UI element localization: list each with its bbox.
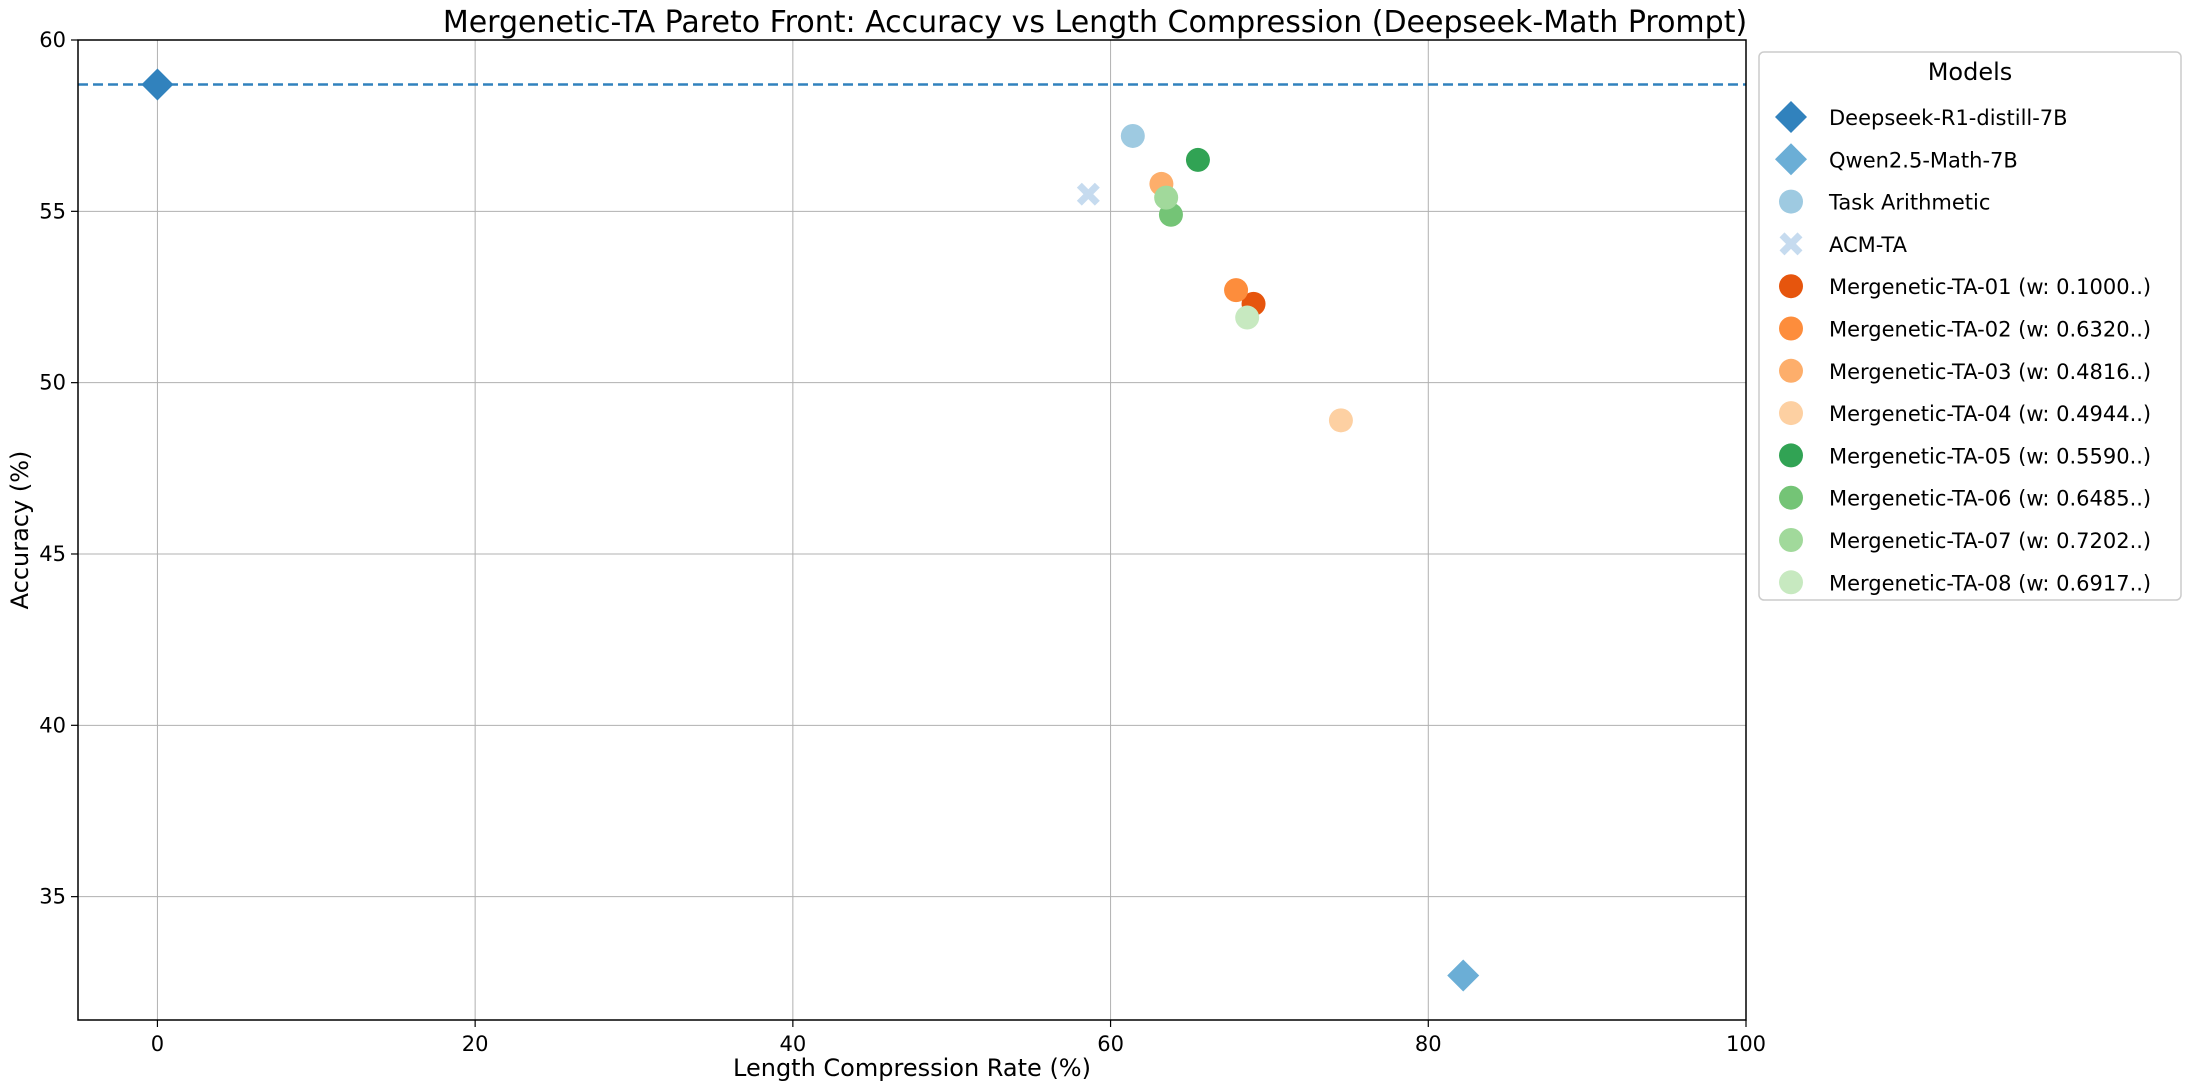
legend-marker	[1779, 358, 1803, 383]
legend-label: Mergenetic-TA-03 (w: 0.4816..)	[1829, 360, 2151, 384]
legend-label: Qwen2.5-Math-7B	[1829, 148, 2018, 172]
data-point	[1076, 182, 1100, 206]
legend-label: Mergenetic-TA-07 (w: 0.7202..)	[1829, 529, 2151, 553]
legend-label: Task Arithmetic	[1828, 191, 1990, 215]
legend-title: Models	[1928, 58, 2013, 86]
legend-marker	[1779, 232, 1803, 256]
legend-marker	[1775, 143, 1807, 176]
data-point	[1447, 959, 1480, 992]
legend-marker	[1779, 316, 1803, 341]
y-axis-ticks: 35 40 45 50 55 60	[39, 28, 78, 909]
legend-entries: Deepseek-R1-distill-7B Qwen2.5-Math-7B Tas…	[1775, 101, 2151, 595]
data-point	[1224, 278, 1249, 303]
y-axis-label: Accuracy (%)	[6, 451, 34, 610]
x-tick-label: 0	[151, 1032, 164, 1056]
y-tick-label: 50	[39, 371, 66, 395]
data-point	[141, 68, 174, 101]
grid-lines	[78, 39, 1747, 1020]
legend: Models Deepseek-R1-distill-7B Qwen2.5-Mat…	[1758, 51, 2182, 601]
plot-area-frame	[77, 39, 1747, 1021]
x-tick-label: 60	[1097, 1032, 1124, 1056]
legend-label: Mergenetic-TA-08 (w: 0.6917..)	[1829, 571, 2151, 595]
legend-label: Mergenetic-TA-05 (w: 0.5590..)	[1829, 444, 2151, 468]
legend-marker	[1779, 401, 1803, 426]
data-points	[141, 68, 1480, 992]
data-point	[1185, 147, 1210, 172]
x-axis-label: Length Compression Rate (%)	[733, 1054, 1091, 1082]
x-axis-ticks: 0 20 40 60 80 100	[151, 1020, 1766, 1056]
x-tick-label: 100	[1726, 1032, 1766, 1056]
data-point	[1328, 408, 1353, 433]
y-tick-label: 40	[39, 713, 66, 737]
data-point	[1120, 123, 1145, 148]
legend-marker	[1779, 485, 1803, 510]
x-tick-label: 40	[779, 1032, 806, 1056]
data-point	[1235, 305, 1260, 330]
legend-label: Mergenetic-TA-06 (w: 0.6485..)	[1829, 487, 2151, 511]
legend-label: Mergenetic-TA-02 (w: 0.6320..)	[1829, 318, 2151, 342]
x-tick-label: 20	[462, 1032, 489, 1056]
y-tick-label: 35	[39, 885, 66, 909]
y-tick-label: 45	[39, 542, 66, 566]
legend-marker	[1779, 274, 1803, 299]
x-tick-label: 80	[1415, 1032, 1442, 1056]
chart-title: Mergenetic-TA Pareto Front: Accuracy vs …	[443, 5, 1747, 40]
legend-marker	[1779, 189, 1803, 214]
legend-label: Deepseek-R1-distill-7B	[1829, 106, 2068, 130]
legend-label: Mergenetic-TA-04 (w: 0.4944..)	[1829, 402, 2151, 426]
y-tick-label: 60	[39, 28, 66, 52]
legend-label: ACM-TA	[1829, 233, 1908, 257]
legend-marker	[1775, 101, 1807, 133]
legend-marker	[1779, 570, 1803, 595]
legend-marker	[1779, 443, 1803, 468]
legend-label: Mergenetic-TA-01 (w: 0.1000..)	[1829, 275, 2151, 299]
legend-frame	[1758, 51, 2182, 601]
legend-marker	[1779, 528, 1803, 552]
y-tick-label: 55	[39, 199, 66, 223]
data-point	[1154, 185, 1179, 210]
